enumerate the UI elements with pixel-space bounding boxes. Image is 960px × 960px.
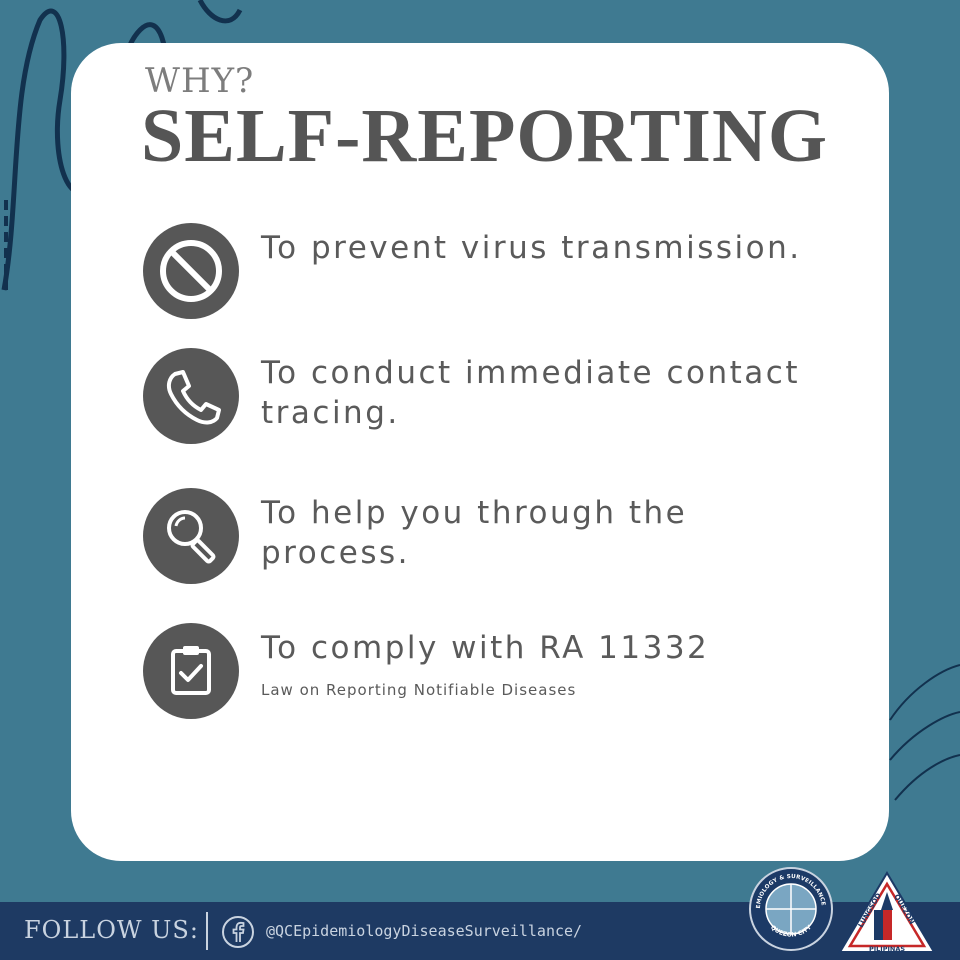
content-card: WHY? SELF-REPORTING To prevent virus tra… — [71, 43, 889, 861]
magnifier-icon — [143, 488, 239, 584]
footer-bar: FOLLOW US: @QCEpidemiologyDiseaseSurveil… — [0, 902, 960, 960]
reason-subtext: Law on Reporting Notifiable Diseases — [261, 681, 577, 699]
kicker-heading: WHY? — [145, 61, 255, 101]
reason-text: To comply with RA 11332 — [261, 630, 710, 666]
page-title: SELF-REPORTING — [141, 94, 828, 178]
prohibited-icon — [143, 223, 239, 319]
reason-text: To conduct immediate contact tracing. — [261, 355, 800, 431]
phone-icon — [143, 348, 239, 444]
svg-text:PILIPINAS: PILIPINAS — [869, 945, 905, 953]
clipboard-check-icon — [143, 623, 239, 719]
facebook-icon[interactable] — [221, 915, 255, 949]
esu-seal-logo: EPIDEMIOLOGY & SURVEILLANCE UNIT QUEZON … — [748, 866, 833, 951]
reason-text: To help you through the process. — [261, 495, 688, 571]
reason-text: To prevent virus transmission. — [261, 230, 802, 266]
follow-us-label: FOLLOW US: — [24, 916, 199, 944]
facebook-handle-link[interactable]: @QCEpidemiologyDiseaseSurveillance/ — [266, 922, 583, 940]
footer-divider — [206, 912, 208, 950]
quezon-city-logo: LUNGSOD QUEZON PILIPINAS — [838, 871, 936, 953]
